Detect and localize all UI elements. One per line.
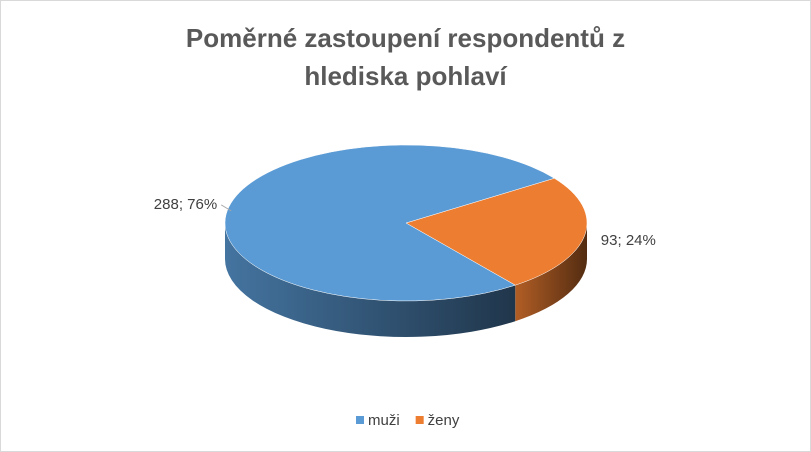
slice-side: [225, 223, 516, 337]
slice-tops: [224, 144, 588, 302]
legend-swatch: [415, 416, 424, 424]
legend-swatch: [356, 416, 364, 424]
legend: muži ženy: [356, 412, 460, 429]
legend-label: ženy: [428, 412, 460, 429]
leader-line: [220, 204, 232, 212]
data-label: 93; 24%: [601, 232, 656, 249]
slice-side: [515, 223, 587, 322]
slice: [224, 144, 555, 302]
slice: [405, 177, 588, 286]
slice-sides: [225, 223, 587, 337]
chart-title: Poměrné zastoupení respondentů z hledisk…: [185, 23, 626, 91]
legend-label: muži: [368, 412, 400, 429]
data-label: 288; 76%: [154, 196, 217, 213]
